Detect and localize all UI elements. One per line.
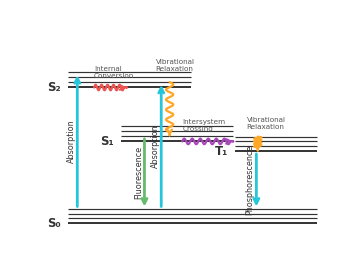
Text: S₀: S₀ — [47, 217, 61, 230]
Text: Fluorescence: Fluorescence — [134, 146, 143, 199]
Text: Absorption: Absorption — [151, 124, 160, 167]
Text: Phosphorescence: Phosphorescence — [246, 145, 255, 215]
Text: Vibrational
Relaxation: Vibrational Relaxation — [247, 116, 286, 130]
Text: S₁: S₁ — [100, 135, 114, 148]
Text: Internal
Conversion: Internal Conversion — [94, 66, 134, 79]
Text: Vibrational
Relaxation: Vibrational Relaxation — [156, 59, 195, 73]
Text: Absorption: Absorption — [67, 119, 76, 163]
Text: Intersystem
Crossing: Intersystem Crossing — [182, 119, 225, 132]
Text: T₁: T₁ — [215, 144, 229, 158]
Text: S₂: S₂ — [47, 81, 61, 94]
